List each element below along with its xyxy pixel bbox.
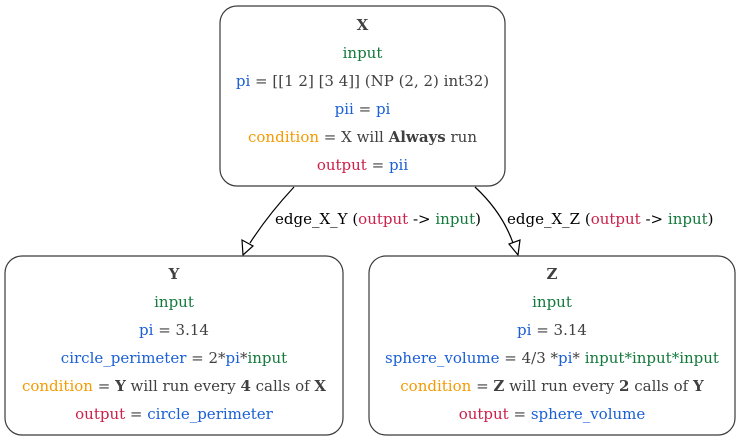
edge-x-y-line [249, 186, 295, 244]
node-z-output-line: output = sphere_volume [459, 405, 646, 423]
node-y: Y input pi = 3.14 circle_perimeter = 2*p… [4, 255, 344, 436]
node-z-formula-line: sphere_volume = 4/3 *pi* input*input*inp… [385, 349, 719, 367]
node-z-pi-line: pi = 3.14 [517, 321, 587, 339]
edge-x-z-line [474, 186, 514, 244]
node-x-pii-line: pii = pi [335, 100, 391, 118]
node-x-input: input [343, 44, 383, 62]
node-y-output-line: output = circle_perimeter [75, 405, 274, 423]
node-y-condition-line: condition = Y will run every 4 calls of … [22, 377, 326, 395]
node-y-input: input [154, 293, 194, 311]
edge-x-y-arrowhead [241, 238, 255, 257]
node-z-condition-line: condition = Z will run every 2 calls of … [400, 377, 704, 395]
node-x-box [219, 5, 506, 187]
node-z-title: Z [547, 265, 558, 283]
node-x-pi-line: pi = [[1 2] [3 4]] (NP (2, 2) int32) [236, 72, 489, 90]
node-x-title: X [357, 16, 369, 34]
node-y-title: Y [168, 265, 180, 283]
node-x: X input pi = [[1 2] [3 4]] (NP (2, 2) in… [219, 5, 506, 187]
node-z-box [368, 255, 736, 436]
node-x-condition-line: condition = X will Always run [248, 128, 477, 146]
edge-x-y-label: edge_X_Y (output -> input) [275, 210, 481, 228]
node-z-input: input [532, 293, 572, 311]
node-x-output-line: output = pii [317, 156, 409, 174]
edge-x-z-arrowhead [507, 239, 521, 257]
node-z: Z input pi = 3.14 sphere_volume = 4/3 *p… [368, 255, 736, 436]
node-y-box [4, 255, 344, 436]
node-y-pi-line: pi = 3.14 [139, 321, 209, 339]
edge-x-z-label: edge_X_Z (output -> input) [507, 210, 714, 228]
node-y-formula-line: circle_perimeter = 2*pi*input [61, 349, 287, 367]
